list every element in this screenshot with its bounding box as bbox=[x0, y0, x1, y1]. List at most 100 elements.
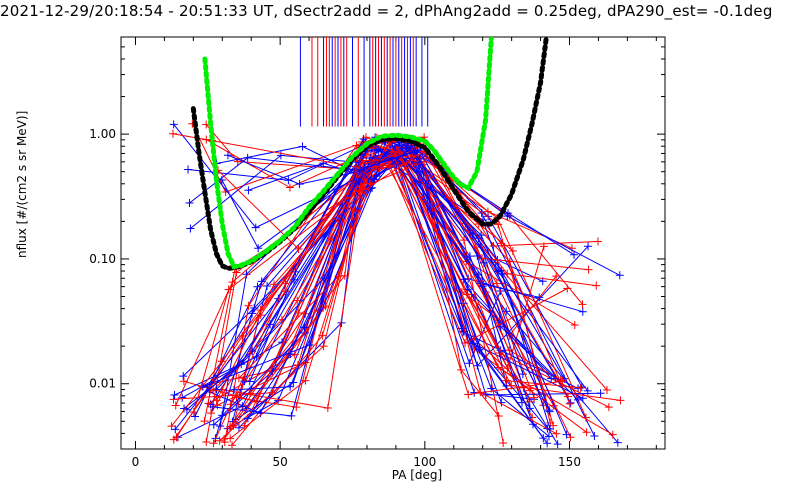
data-point-marker bbox=[530, 393, 539, 402]
data-point-marker bbox=[191, 412, 200, 421]
data-point-marker bbox=[298, 142, 307, 151]
data-point-marker bbox=[551, 374, 560, 383]
measurement-trace bbox=[203, 138, 561, 422]
data-point-marker bbox=[543, 439, 552, 448]
data-point-marker bbox=[494, 267, 503, 276]
x-tick-label: 0 bbox=[132, 455, 140, 469]
data-point-marker bbox=[468, 229, 477, 238]
data-point-marker bbox=[281, 279, 290, 288]
data-point-marker bbox=[290, 350, 299, 359]
data-point-marker bbox=[359, 134, 368, 143]
data-point-marker bbox=[245, 377, 254, 386]
measurement-trace bbox=[171, 164, 581, 427]
measurement-trace bbox=[216, 145, 540, 298]
data-point-marker bbox=[320, 274, 329, 283]
data-point-marker bbox=[525, 404, 534, 413]
data-point-marker bbox=[184, 165, 193, 174]
data-point-marker bbox=[593, 237, 602, 246]
data-point-marker bbox=[497, 239, 506, 248]
data-point-marker bbox=[285, 183, 294, 192]
data-point-marker bbox=[539, 434, 548, 443]
data-point-marker bbox=[170, 391, 179, 400]
data-point-marker bbox=[503, 364, 512, 373]
measurement-trace bbox=[223, 161, 500, 440]
data-point-marker bbox=[519, 383, 528, 392]
data-point-marker bbox=[179, 372, 188, 381]
data-point-marker bbox=[608, 430, 617, 439]
data-point-marker bbox=[570, 250, 579, 259]
data-point-marker bbox=[243, 414, 252, 423]
data-point-marker bbox=[179, 377, 188, 386]
data-point-marker bbox=[477, 209, 486, 218]
data-point-marker bbox=[544, 432, 553, 441]
data-point-marker bbox=[474, 270, 483, 279]
data-point-marker bbox=[208, 402, 217, 411]
y-tick-label: 0.10 bbox=[89, 252, 116, 266]
data-point-marker bbox=[361, 185, 370, 194]
data-point-marker bbox=[212, 396, 221, 405]
data-point-marker bbox=[323, 404, 332, 413]
measurement-trace bbox=[247, 151, 589, 419]
data-point-marker bbox=[565, 399, 574, 408]
data-point-marker bbox=[295, 180, 304, 189]
data-point-marker bbox=[286, 350, 295, 359]
data-point-marker bbox=[263, 282, 272, 291]
green-fit-curve bbox=[202, 37, 494, 270]
data-point-marker bbox=[257, 277, 266, 286]
data-point-marker bbox=[301, 376, 310, 385]
data-point-marker bbox=[562, 430, 571, 439]
data-point-marker bbox=[223, 151, 232, 160]
axis-ticks: 0 50 100 150 0.01 0.10 1.00 bbox=[89, 37, 665, 469]
data-point-marker bbox=[395, 148, 403, 157]
data-point-marker bbox=[413, 145, 422, 154]
pa-markers bbox=[299, 37, 429, 127]
data-point-marker bbox=[189, 407, 198, 416]
data-point-marker bbox=[613, 438, 622, 447]
data-point-marker bbox=[477, 231, 486, 240]
data-point-marker bbox=[274, 396, 283, 405]
measurement-trace bbox=[245, 141, 575, 410]
measurement-trace bbox=[174, 138, 551, 430]
data-point-marker bbox=[229, 421, 238, 430]
chart-title: 2021-12-29/20:18:54 - 20:51:33 UT, dSect… bbox=[0, 2, 773, 20]
data-point-marker bbox=[252, 352, 261, 361]
data-point-marker bbox=[545, 407, 554, 416]
data-point-marker bbox=[483, 207, 492, 216]
data-point-marker bbox=[460, 236, 469, 245]
data-point-marker bbox=[465, 359, 474, 368]
measurement-trace bbox=[183, 157, 556, 409]
data-point-marker bbox=[319, 159, 328, 168]
x-tick-label: 150 bbox=[558, 455, 581, 469]
data-point-marker bbox=[209, 420, 218, 429]
data-point-marker bbox=[578, 307, 587, 316]
data-point-marker bbox=[270, 280, 279, 289]
data-point-marker bbox=[171, 425, 180, 434]
data-point-marker bbox=[226, 434, 235, 443]
data-point-marker bbox=[546, 424, 555, 433]
data-point-marker bbox=[578, 300, 587, 309]
data-point-marker bbox=[234, 423, 243, 432]
data-point-marker bbox=[202, 437, 211, 446]
data-point-marker bbox=[352, 141, 361, 150]
measurement-trace bbox=[202, 149, 621, 388]
data-point-marker bbox=[464, 390, 473, 399]
measurement-trace bbox=[210, 148, 548, 429]
data-point-marker bbox=[518, 370, 527, 379]
data-point-marker bbox=[574, 395, 583, 404]
data-point-marker bbox=[206, 409, 215, 418]
data-point-marker bbox=[168, 129, 177, 138]
data-point-marker bbox=[287, 411, 296, 420]
data-point-marker bbox=[570, 320, 579, 329]
y-tick-label: 1.00 bbox=[89, 127, 116, 141]
x-tick-label: 100 bbox=[413, 455, 436, 469]
data-point-marker bbox=[171, 401, 180, 410]
data-point-marker bbox=[469, 339, 478, 348]
data-point-marker bbox=[300, 323, 309, 332]
data-point-marker bbox=[602, 385, 611, 394]
data-point-marker bbox=[228, 441, 237, 450]
data-point-marker bbox=[209, 439, 218, 448]
data-point-marker bbox=[215, 436, 224, 445]
data-point-marker bbox=[581, 413, 590, 422]
data-point-marker bbox=[241, 404, 250, 413]
